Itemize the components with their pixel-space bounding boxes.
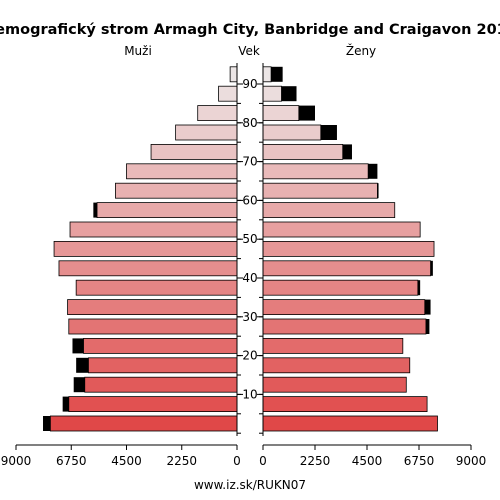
male-bar-75-79 (175, 124, 238, 141)
age-tick-label: 60 (242, 193, 257, 207)
male-excess-15-19 (76, 357, 89, 373)
age-tick-label: 80 (242, 116, 257, 130)
bars-group (43, 66, 438, 432)
female-bar-10-14 (262, 376, 407, 393)
female-bar-85-89 (262, 85, 282, 102)
age-tick-label: 70 (242, 155, 257, 169)
right-x-tick-label: 2250 (300, 454, 331, 468)
female-bar-0-4 (262, 415, 438, 432)
left-x-tick-label: 9000 (1, 454, 32, 468)
male-bar-35-39 (75, 279, 238, 296)
female-bar-55-59 (262, 202, 396, 219)
male-bar-70-74 (150, 143, 238, 160)
age-tick-label: 40 (242, 271, 257, 285)
male-excess-55-59 (93, 202, 98, 218)
right-x-tick-label: 9000 (456, 454, 487, 468)
right-x-tick-label: 0 (259, 454, 267, 468)
center-age-label: Vek (238, 44, 260, 58)
right-side-label: Ženy (346, 43, 376, 58)
female-excess-75-79 (320, 125, 337, 140)
female-excess-65-69 (368, 163, 378, 179)
male-bar-60-64 (115, 182, 238, 199)
female-excess-25-29 (425, 319, 430, 334)
female-excess-60-64 (377, 183, 379, 199)
male-bar-0-4 (49, 415, 238, 432)
female-bar-20-24 (262, 337, 404, 354)
male-bar-80-84 (197, 105, 238, 121)
source-label: www.iz.sk/RUKN07 (194, 478, 306, 492)
female-excess-30-34 (424, 299, 431, 315)
age-ticks-group: 10 20 30 40 50 60 70 80 90 (237, 77, 263, 434)
female-bar-45-49 (262, 240, 435, 257)
age-tick-label: 30 (242, 310, 257, 324)
male-excess-20-24 (72, 338, 84, 354)
male-excess-5-9 (62, 396, 69, 412)
female-excess-90plus (271, 66, 283, 82)
male-bar-55-59 (96, 202, 238, 219)
female-bar-80-84 (262, 105, 300, 121)
female-excess-40-44 (430, 260, 433, 276)
female-bar-50-54 (262, 221, 421, 238)
male-bar-65-69 (126, 163, 238, 180)
male-bar-5-9 (68, 396, 238, 413)
male-bar-85-89 (218, 85, 238, 102)
male-excess-10-14 (73, 377, 85, 393)
female-bar-35-39 (262, 279, 419, 296)
female-excess-85-89 (281, 86, 297, 102)
female-bar-60-64 (262, 182, 378, 199)
female-bar-5-9 (262, 396, 428, 413)
male-bar-25-29 (68, 318, 238, 335)
age-tick-label: 10 (242, 387, 257, 401)
age-tick-label: 90 (242, 77, 257, 91)
male-bar-50-54 (69, 221, 238, 238)
female-bar-30-34 (262, 299, 426, 316)
female-bar-90plus (262, 66, 272, 83)
age-tick-label: 50 (242, 232, 257, 246)
female-bar-25-29 (262, 318, 427, 335)
female-bar-75-79 (262, 124, 322, 141)
male-bar-20-24 (83, 337, 238, 354)
male-bar-90plus (229, 66, 238, 83)
left-side-label: Muži (124, 44, 152, 58)
left-x-tick-label: 2250 (166, 454, 197, 468)
male-bar-30-34 (67, 299, 238, 316)
axes-group: 9000 6750 4500 2250 0 0 2250 4500 6750 9000 (1, 63, 487, 468)
female-bar-40-44 (262, 260, 431, 277)
male-bar-10-14 (84, 376, 238, 393)
male-bar-45-49 (53, 240, 238, 257)
female-excess-80-84 (298, 105, 315, 121)
left-x-tick-label: 6750 (56, 454, 87, 468)
left-x-tick-label: 0 (233, 454, 241, 468)
female-bar-15-19 (262, 357, 411, 374)
left-x-tick-label: 4500 (111, 454, 142, 468)
age-tick-label: 20 (242, 349, 257, 363)
female-bar-65-69 (262, 163, 369, 180)
male-bar-15-19 (88, 357, 238, 374)
female-excess-70-74 (342, 144, 352, 160)
female-excess-35-39 (417, 280, 421, 296)
female-bar-70-74 (262, 143, 344, 160)
right-x-tick-label: 4500 (352, 454, 383, 468)
male-bar-40-44 (58, 260, 238, 277)
right-x-tick-label: 6750 (404, 454, 435, 468)
chart-title: Demografický strom Armagh City, Banbridg… (0, 22, 500, 38)
male-excess-0-4 (43, 416, 51, 431)
